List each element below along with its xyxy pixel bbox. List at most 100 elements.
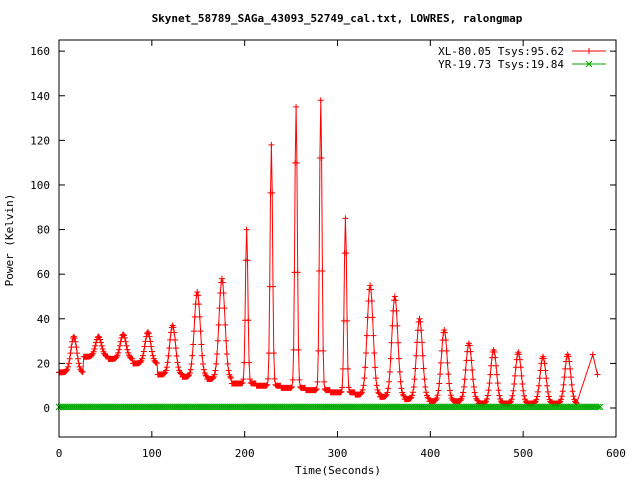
series-point-xl <box>213 360 220 367</box>
series-point-xl <box>153 360 160 367</box>
y-tick-label: 20 <box>37 357 50 370</box>
series-point-xl <box>342 215 349 222</box>
series-point-xl <box>567 365 574 372</box>
series-point-xl <box>535 382 542 389</box>
series-point-xl <box>492 354 499 361</box>
y-tick-label: 120 <box>30 134 50 147</box>
series-point-xl <box>66 355 73 362</box>
series-point-xl <box>141 343 148 350</box>
series-point-xl <box>359 386 366 393</box>
series-point-xl <box>268 141 275 148</box>
series-point-xl <box>461 376 468 383</box>
series-point-xl <box>565 353 572 360</box>
series-point-xl <box>288 383 295 390</box>
series-point-xl <box>317 97 324 104</box>
series-point-xl <box>533 396 540 403</box>
series-point-xl <box>386 368 393 375</box>
series-point-xl <box>441 326 448 333</box>
series-point-xl <box>220 289 227 296</box>
series-point-xl <box>409 389 416 396</box>
chart-title: Skynet_58789_SAGa_43093_52749_cal.txt, L… <box>152 12 523 25</box>
series-point-xl <box>543 375 550 382</box>
series-point-xl <box>384 389 391 396</box>
plot-frame <box>58 39 617 438</box>
series-point-xl <box>200 366 207 373</box>
series-point-xl <box>371 349 378 356</box>
series-point-xl <box>535 388 542 395</box>
series-point-xl <box>474 397 481 404</box>
series-point-xl <box>516 351 523 358</box>
series-point-xl <box>293 159 300 166</box>
series-point-xl <box>509 392 516 399</box>
series-point-xl <box>65 360 72 367</box>
series-point-xl <box>239 379 246 386</box>
series-point-xl <box>484 392 491 399</box>
series-point-xl <box>173 352 180 359</box>
series-point-xl <box>219 279 226 286</box>
series-point-xl <box>165 352 172 359</box>
series-point-xl <box>218 275 225 282</box>
series-point-xl <box>424 394 431 401</box>
series-point-xl <box>223 350 230 357</box>
series-point-xl <box>264 381 271 388</box>
series-point-xl <box>542 367 549 374</box>
series-point-xl <box>90 348 97 355</box>
series-point-xl <box>121 332 128 339</box>
series-point-xl <box>122 338 129 345</box>
series-point-xl <box>573 400 580 407</box>
series-point-xl <box>171 329 178 336</box>
series-point-xl <box>370 332 377 339</box>
series-point-xl <box>124 346 131 353</box>
series-point-xl <box>446 380 453 387</box>
series-point-xl <box>508 396 515 403</box>
series-point-xl <box>164 359 171 366</box>
y-tick-label: 60 <box>37 268 50 281</box>
series-point-xl <box>288 384 295 391</box>
series-point-xl <box>269 189 276 196</box>
series-point-xl <box>396 368 403 375</box>
series-point-xl <box>520 387 527 394</box>
series-point-xl <box>263 382 270 389</box>
series-point-xl <box>471 389 478 396</box>
series-point-xl <box>214 337 221 344</box>
series-point-xl <box>418 339 425 346</box>
series-point-xl <box>443 347 450 354</box>
series-point-xl <box>199 352 206 359</box>
series-point-xl <box>442 329 449 336</box>
series-point-xl <box>395 339 402 346</box>
series-point-xl <box>358 390 365 397</box>
series-point-xl <box>202 371 209 378</box>
series-point-xl <box>116 346 123 353</box>
series-point-xl <box>368 297 375 304</box>
series-point-xl <box>561 374 568 381</box>
series-point-xl <box>175 364 182 371</box>
series-point-xl <box>190 341 197 348</box>
series-point-xl <box>466 342 473 349</box>
series-point-xl <box>294 269 301 276</box>
series-point-xl <box>224 360 231 367</box>
series-point-xl <box>541 360 548 367</box>
series-point-xl <box>375 389 382 396</box>
series-point-xl <box>227 373 234 380</box>
legend-label: YR-19.73 Tsys:19.84 <box>438 58 564 71</box>
series-point-xl <box>567 374 574 381</box>
series-point-xl <box>460 389 467 396</box>
y-tick-label: 160 <box>30 45 50 58</box>
series-point-xl <box>445 371 452 378</box>
series-point-xl <box>373 382 380 389</box>
series-point-xl <box>395 355 402 362</box>
series-point-xl <box>360 382 367 389</box>
series-point-xl <box>163 367 170 374</box>
series-point-xl <box>244 257 251 264</box>
series-point-xl <box>345 384 352 391</box>
series-point-yr <box>594 403 602 411</box>
series-point-xl <box>512 372 519 379</box>
series-point-xl <box>436 380 443 387</box>
series-point-xl <box>398 385 405 392</box>
series-point-xl <box>462 367 469 374</box>
x-tick-label: 200 <box>235 447 255 460</box>
series-point-xl <box>200 360 207 367</box>
series-point-xl <box>172 336 179 343</box>
series-point-xl <box>423 389 430 396</box>
series-point-xl <box>116 342 123 349</box>
